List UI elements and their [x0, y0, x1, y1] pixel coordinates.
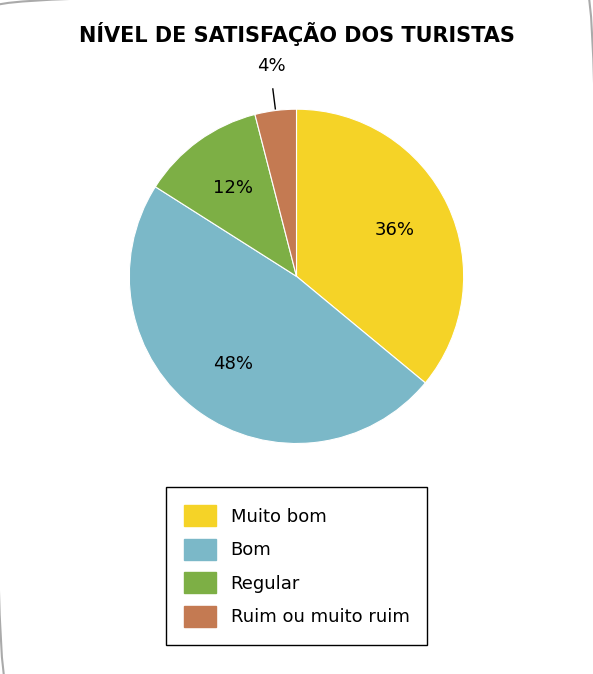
Wedge shape	[155, 115, 296, 276]
Legend: Muito bom, Bom, Regular, Ruim ou muito ruim: Muito bom, Bom, Regular, Ruim ou muito r…	[165, 487, 428, 645]
Wedge shape	[255, 109, 296, 276]
Wedge shape	[296, 109, 464, 383]
Text: 36%: 36%	[375, 221, 415, 239]
Text: 48%: 48%	[213, 355, 253, 373]
Wedge shape	[129, 187, 425, 443]
Title: NÍVEL DE SATISFAÇÃO DOS TURISTAS: NÍVEL DE SATISFAÇÃO DOS TURISTAS	[78, 22, 515, 47]
Text: 12%: 12%	[213, 179, 253, 197]
Text: 4%: 4%	[257, 57, 285, 75]
